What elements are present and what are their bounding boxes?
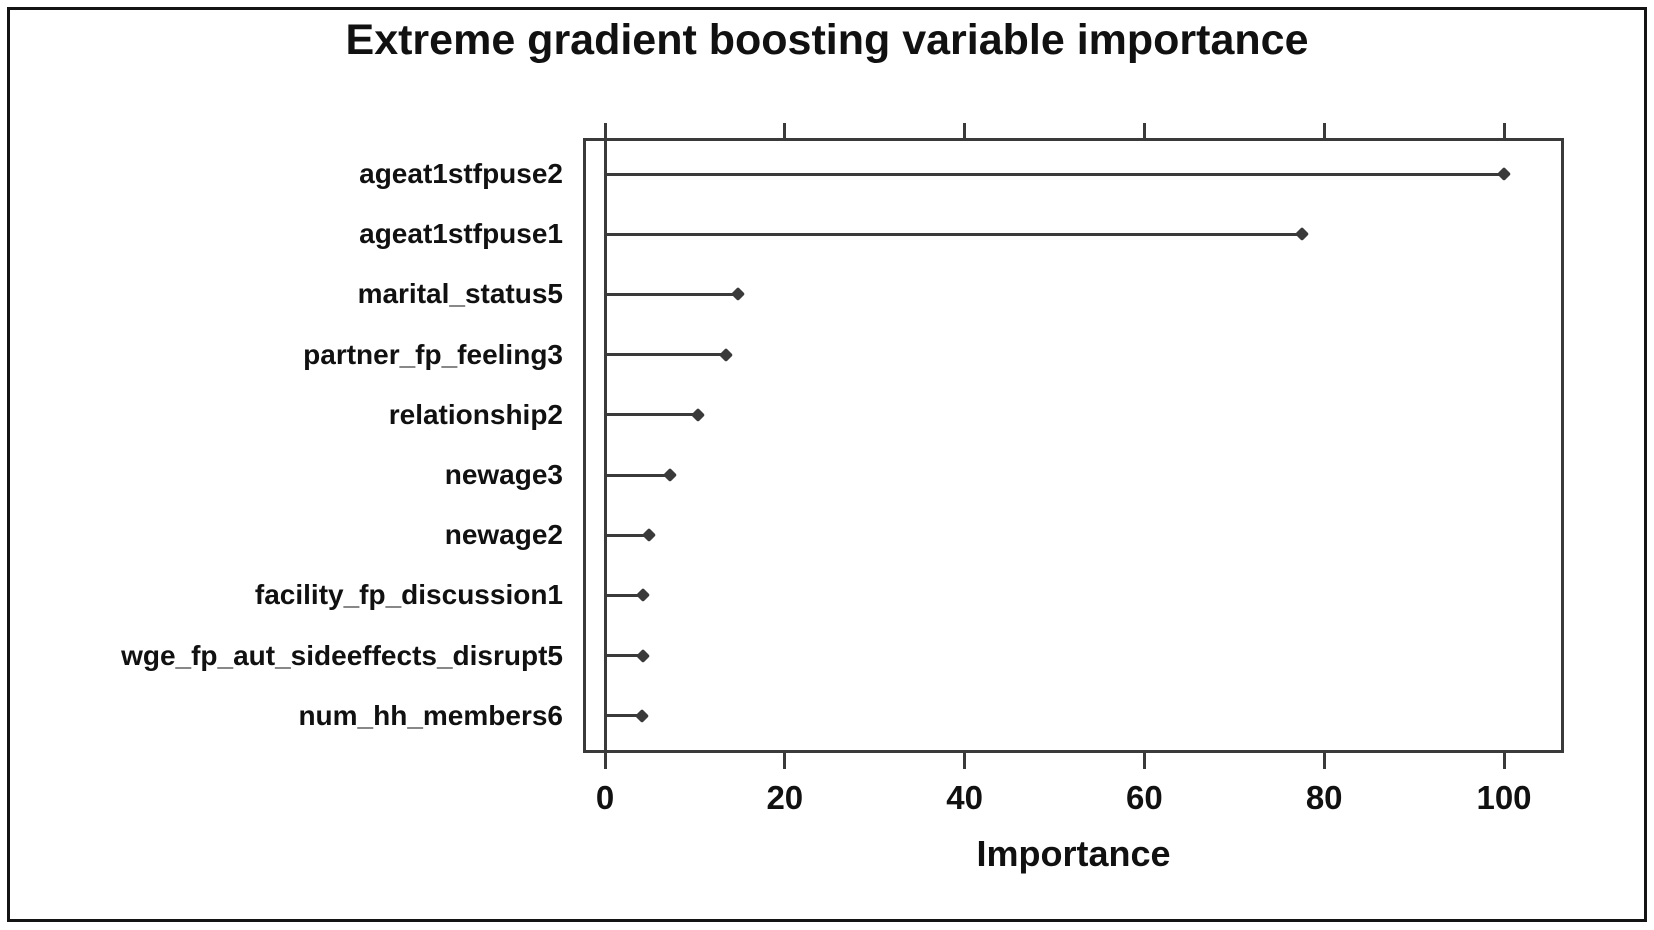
x-tick-label: 80 [1305,779,1343,816]
x-tick-label: 20 [766,779,804,816]
x-tick-top [603,123,607,138]
x-tick-bottom [1142,753,1146,769]
data-point-diamond [641,528,657,543]
data-point-diamond [662,467,677,483]
x-tick-top [783,123,787,138]
data-point-diamond [635,588,650,603]
lollipop-stem [605,353,727,357]
data-point-diamond [1496,166,1512,182]
x-tick-label: 40 [946,779,983,816]
x-tick-bottom [1502,753,1506,769]
x-tick-bottom [783,753,787,769]
plot-area [583,138,1564,753]
x-tick-bottom [603,753,607,769]
y-tick-label: partner_fp_feeling3 [303,338,563,370]
lollipop-stem [605,172,1504,176]
lollipop-stem [605,473,670,477]
x-tick-bottom [1322,753,1326,769]
x-tick-top [963,123,967,138]
lollipop-stem [605,292,739,296]
x-axis-title: Importance [976,833,1171,874]
zero-axis-line [604,141,607,750]
lollipop-stem [605,533,650,537]
lollipop-stem [605,413,698,417]
y-tick-label: relationship2 [388,398,563,430]
data-point-diamond [1294,227,1309,242]
data-point-diamond [635,648,650,663]
y-tick-label: newage3 [444,459,563,490]
lollipop-stem [605,593,643,597]
figure-border [7,7,1647,922]
x-tick-bottom [963,753,967,769]
data-point-diamond [719,347,734,362]
x-tick-top [1502,123,1506,138]
y-tick-label: facility_fp_discussion1 [254,579,563,611]
x-tick-label: 60 [1126,779,1163,816]
x-tick-top [1322,123,1326,138]
x-tick-label: 100 [1476,779,1532,816]
x-tick-label: 0 [595,779,615,816]
y-tick-label: ageat1stfpuse1 [359,218,563,250]
y-tick-label: newage2 [444,519,563,551]
x-tick-top [1142,123,1146,138]
y-tick-label: marital_status5 [357,278,563,310]
lollipop-stem [605,714,642,718]
lollipop-stem [605,654,643,658]
y-tick-label: wge_fp_aut_sideeffects_disrupt5 [121,639,563,671]
lollipop-stem [605,232,1302,236]
y-tick-label: ageat1stfpuse2 [359,158,563,189]
chart-title: Extreme gradient boosting variable impor… [345,16,1309,64]
data-point-diamond [690,407,705,422]
y-tick-label: num_hh_members6 [298,699,563,731]
data-point-diamond [730,287,746,302]
data-point-diamond [634,708,649,723]
